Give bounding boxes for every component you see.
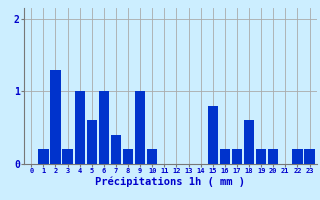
Bar — [99, 91, 109, 164]
Bar — [147, 149, 157, 164]
Bar — [135, 91, 145, 164]
Bar — [123, 149, 133, 164]
Bar — [304, 149, 315, 164]
Bar — [208, 106, 218, 164]
Bar — [292, 149, 303, 164]
Bar — [87, 120, 97, 164]
Bar — [268, 149, 278, 164]
Bar — [50, 70, 60, 164]
Bar — [111, 135, 121, 164]
Bar — [244, 120, 254, 164]
Bar — [38, 149, 49, 164]
Bar — [62, 149, 73, 164]
Bar — [232, 149, 242, 164]
Bar — [75, 91, 85, 164]
X-axis label: Précipitations 1h ( mm ): Précipitations 1h ( mm ) — [95, 177, 245, 187]
Bar — [256, 149, 266, 164]
Bar — [220, 149, 230, 164]
